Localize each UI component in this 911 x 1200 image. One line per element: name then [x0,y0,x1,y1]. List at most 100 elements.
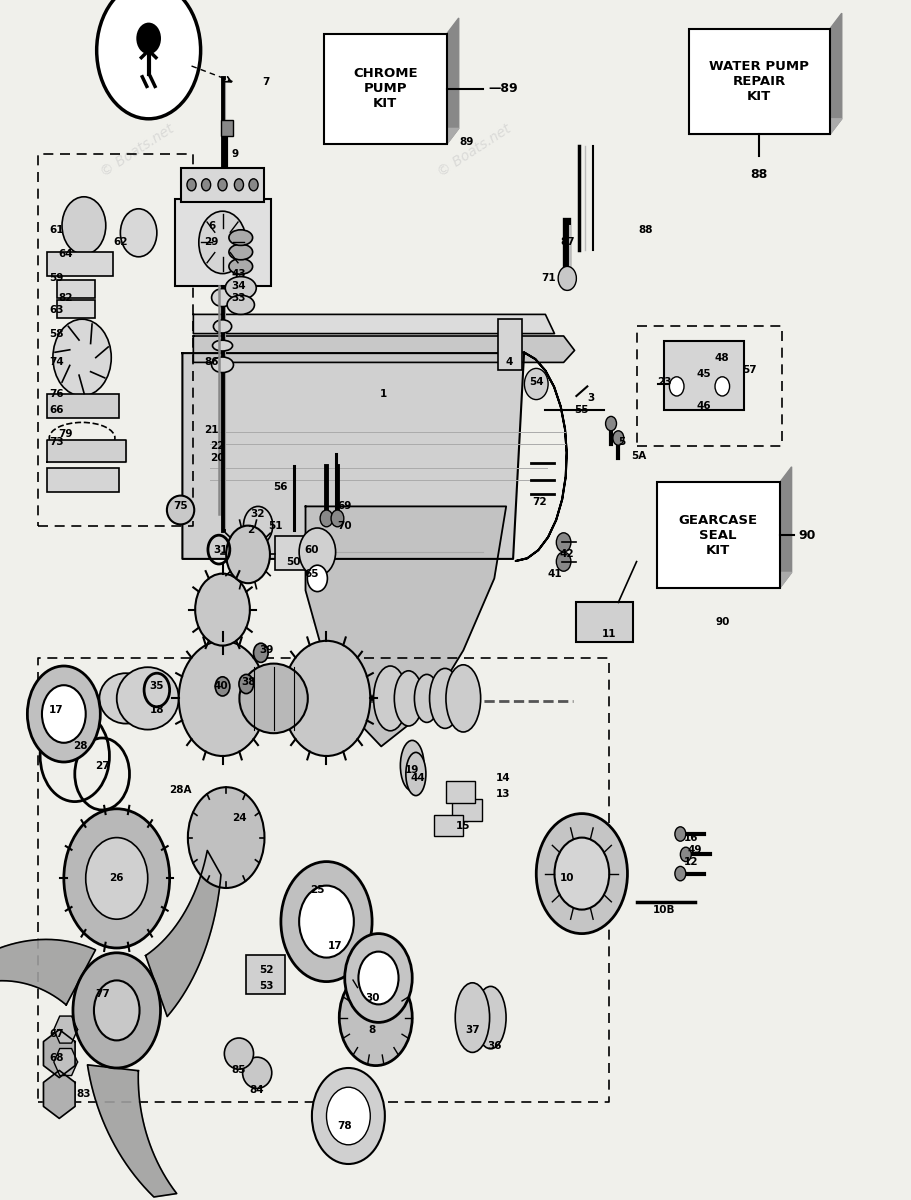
Text: 18: 18 [149,706,164,715]
Polygon shape [656,572,791,588]
Text: 14: 14 [496,773,510,782]
Circle shape [226,526,270,583]
Circle shape [239,674,253,694]
Text: 6: 6 [208,221,215,230]
Text: 86: 86 [204,358,219,367]
Circle shape [605,416,616,431]
Bar [576,602,632,642]
Ellipse shape [229,229,252,245]
Bar [688,29,829,134]
Text: 17: 17 [328,941,343,950]
Circle shape [249,179,258,191]
Text: 69: 69 [337,502,352,511]
Text: 58: 58 [49,329,64,338]
Circle shape [536,814,627,934]
Text: 8: 8 [368,1025,375,1034]
Text: 65: 65 [304,569,319,578]
Ellipse shape [99,673,152,724]
Circle shape [299,886,353,958]
Circle shape [138,24,159,53]
Text: 88: 88 [638,226,652,235]
Circle shape [556,533,570,552]
Text: 29: 29 [204,238,219,247]
Circle shape [195,574,250,646]
Polygon shape [44,1070,75,1118]
Circle shape [680,847,691,862]
Text: 42: 42 [559,550,574,559]
Circle shape [524,368,548,400]
Bar [445,781,475,803]
Ellipse shape [400,740,424,791]
Text: 50: 50 [286,557,301,566]
Text: 21: 21 [204,425,219,434]
Text: 25: 25 [310,886,324,895]
Ellipse shape [239,664,307,733]
Text: GEARCASE
SEAL
KIT: GEARCASE SEAL KIT [678,514,757,557]
Circle shape [201,179,210,191]
Text: © Boats.net: © Boats.net [435,121,513,179]
Text: 62: 62 [113,238,128,247]
Ellipse shape [475,986,506,1049]
Circle shape [339,970,412,1066]
Text: 82: 82 [58,293,73,302]
Ellipse shape [224,1038,253,1069]
Text: 46: 46 [696,401,711,410]
Text: 12: 12 [683,857,698,866]
Polygon shape [193,336,574,362]
Circle shape [558,266,576,290]
Text: WATER PUMP
REPAIR
KIT: WATER PUMP REPAIR KIT [709,60,808,103]
Circle shape [612,431,623,445]
Bar [220,120,232,136]
Polygon shape [54,1049,77,1075]
Circle shape [326,1087,370,1145]
Text: 53: 53 [259,982,273,991]
Text: 88: 88 [750,168,767,181]
Text: 78: 78 [337,1121,352,1130]
Text: 85: 85 [231,1066,246,1075]
Ellipse shape [414,674,439,722]
Text: 56: 56 [273,482,288,492]
Polygon shape [323,128,458,144]
Text: 84: 84 [250,1085,264,1094]
Text: 90: 90 [797,529,814,541]
Circle shape [344,934,412,1022]
Text: 15: 15 [456,821,470,830]
Text: 73: 73 [49,437,64,446]
Text: 59: 59 [49,274,64,283]
Bar [434,815,463,836]
Ellipse shape [429,668,460,728]
Circle shape [62,197,106,254]
Text: 7: 7 [262,77,270,86]
Text: 17: 17 [49,706,64,715]
Text: 5A: 5A [630,451,645,461]
Text: 76: 76 [49,389,64,398]
Bar [89,982,118,1002]
Text: 28: 28 [73,742,87,751]
Ellipse shape [405,752,425,796]
Ellipse shape [211,358,233,372]
Circle shape [282,641,370,756]
Text: 45: 45 [696,370,711,379]
Ellipse shape [455,983,489,1052]
Text: 71: 71 [541,274,556,283]
Text: 23: 23 [656,377,670,386]
Text: 9: 9 [231,149,239,158]
Text: 54: 54 [528,377,543,386]
Ellipse shape [225,276,256,299]
Bar [246,955,284,994]
Text: 68: 68 [49,1054,64,1063]
Circle shape [281,862,372,982]
Circle shape [27,666,100,762]
Text: 19: 19 [404,766,419,775]
Text: 72: 72 [532,497,547,506]
Ellipse shape [212,341,232,350]
Polygon shape [54,1016,77,1043]
Circle shape [243,506,272,545]
Circle shape [53,319,111,396]
Text: 64: 64 [58,250,73,259]
Bar [56,280,95,298]
Circle shape [188,787,264,888]
Bar [47,468,118,492]
Text: 22: 22 [210,442,224,451]
Circle shape [669,377,683,396]
